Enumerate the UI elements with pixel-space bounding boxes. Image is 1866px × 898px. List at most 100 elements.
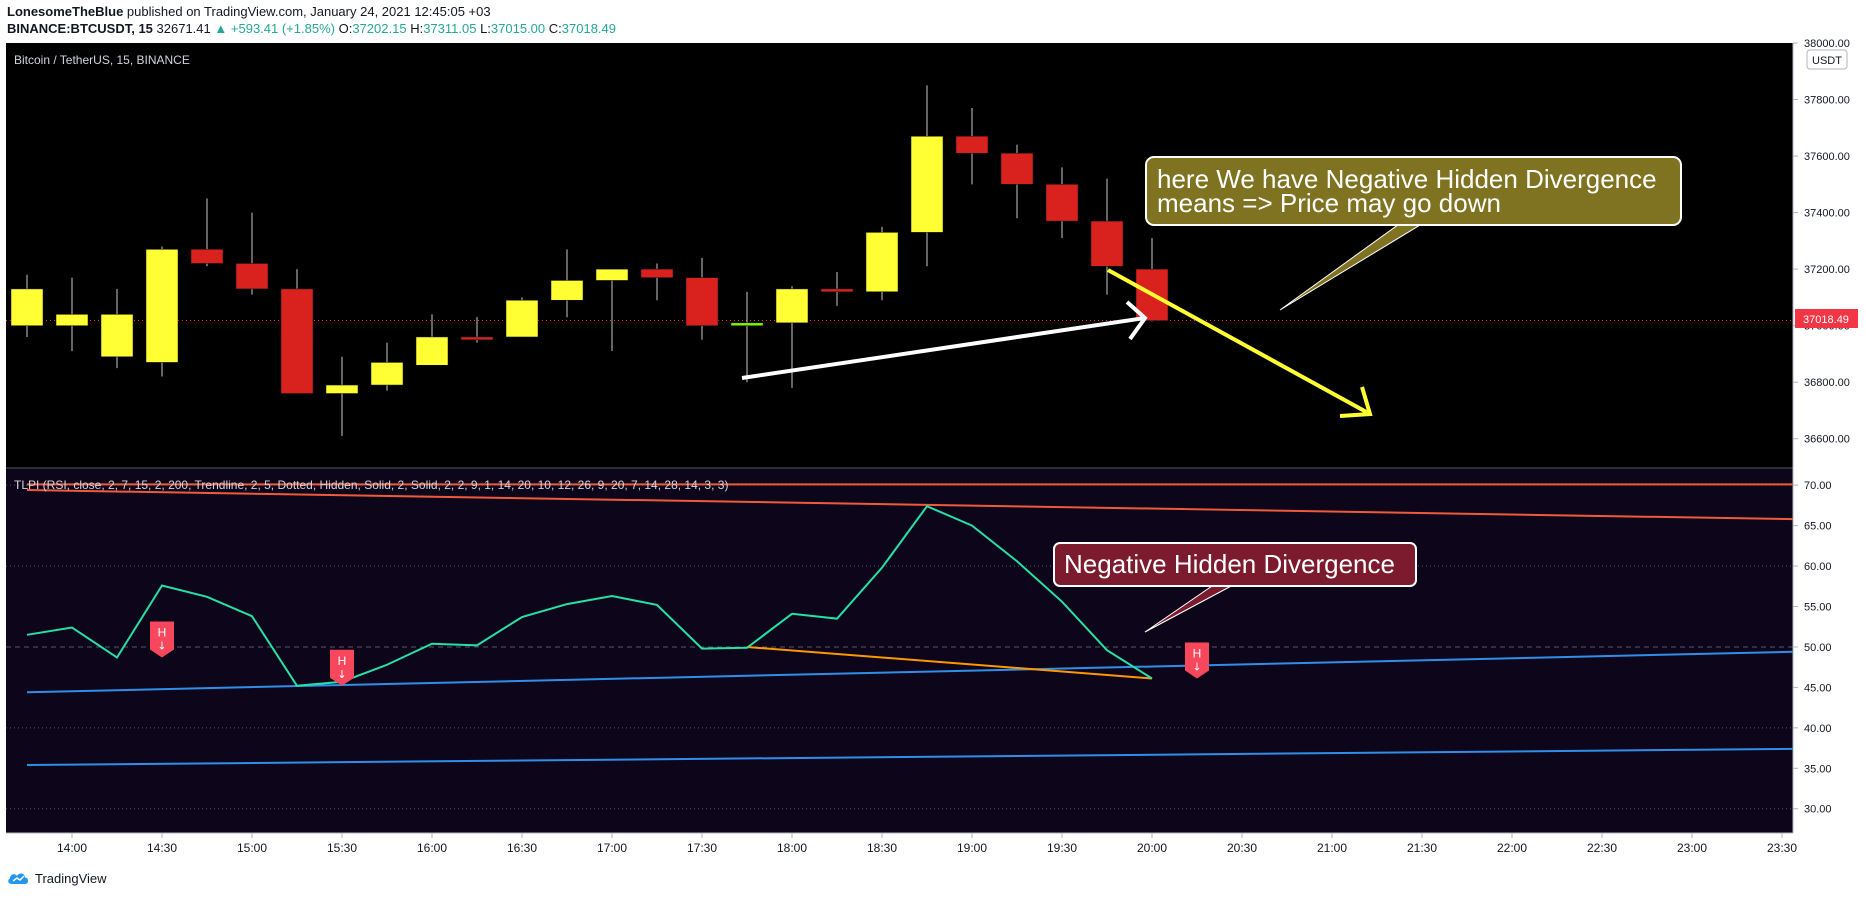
tradingview-logo[interactable]: TradingView <box>6 870 107 886</box>
candle-body <box>370 362 404 386</box>
rsi-series-line <box>26 504 1153 687</box>
time-tick-label: 23:00 <box>1677 841 1707 855</box>
candle-body <box>145 249 179 363</box>
currency-badge[interactable] <box>1806 49 1848 70</box>
candle <box>910 85 944 267</box>
candle <box>10 274 44 337</box>
marker-label: H <box>1193 647 1202 661</box>
time-tick-label: 15:00 <box>237 841 267 855</box>
candle <box>955 108 989 185</box>
price-tick-label: 38000.00 <box>1804 38 1850 50</box>
price-pane-title: Bitcoin / TetherUS, 15, BINANCE <box>14 53 190 67</box>
candle-body <box>235 263 269 290</box>
candle <box>370 342 404 391</box>
white-trend-arrow <box>741 300 1148 380</box>
marker-shape <box>330 649 354 686</box>
publish-text: published on TradingView.com, January 24… <box>126 4 491 19</box>
marker-label: H <box>158 625 167 639</box>
candle-body <box>595 268 629 281</box>
symbol-label: BINANCE:BTCUSDT, 15 <box>7 21 153 36</box>
time-tick-label: 14:30 <box>147 841 177 855</box>
candle <box>235 212 269 295</box>
indicator-tick-label: 30.00 <box>1804 804 1832 816</box>
rsi-callout-box <box>1053 542 1417 587</box>
last-price-badge <box>1795 309 1858 328</box>
change-value: +593.41 (+1.85%) <box>230 21 335 36</box>
candle-body <box>775 288 809 324</box>
open-label: O: <box>338 21 353 36</box>
candle-body <box>955 136 989 154</box>
last-value: 32671.41 <box>156 21 211 36</box>
time-tick-label: 21:00 <box>1317 841 1347 855</box>
marker-shape <box>150 621 174 658</box>
candle-body <box>1090 220 1124 267</box>
candle-body <box>325 384 359 394</box>
candle <box>820 271 854 306</box>
tradingview-cloud-icon <box>8 873 28 884</box>
marker-arrow: ↓ <box>157 639 166 652</box>
candle <box>1045 167 1079 239</box>
time-tick-label: 17:30 <box>687 841 717 855</box>
candle-body <box>910 136 944 233</box>
indicator-pane-bg <box>6 469 1793 833</box>
time-tick-label: 21:30 <box>1407 841 1437 855</box>
candle <box>145 246 179 377</box>
tradingview-brand-text: TradingView <box>35 870 107 886</box>
candle <box>775 286 809 388</box>
price-callout-box <box>1145 156 1682 226</box>
price-callout-line-1: here We have Negative Hidden Divergence <box>1157 164 1657 194</box>
candle <box>730 291 764 383</box>
candle <box>595 268 629 352</box>
candle-body <box>550 280 584 301</box>
close-value: 37018.49 <box>561 21 617 36</box>
divergence-marker: H↓ <box>1185 642 1209 679</box>
price-tick-label: 37800.00 <box>1804 95 1850 107</box>
close-label: C: <box>548 21 562 36</box>
indicator-trendlines <box>26 483 1794 767</box>
candle-body <box>460 336 494 341</box>
publish-info: LonesomeTheBlue published on TradingView… <box>7 4 491 19</box>
high-label: H: <box>410 21 424 36</box>
divergence-markers: H↓H↓H↓ <box>150 621 1209 686</box>
indicator-tick-label: 45.00 <box>1804 682 1832 694</box>
indicator-tick-label: 60.00 <box>1804 561 1832 573</box>
indicator-tick-label: 40.00 <box>1804 723 1832 735</box>
marker-arrow: ↓ <box>337 668 346 681</box>
time-tick-label: 19:30 <box>1047 841 1077 855</box>
candle-body <box>820 288 854 292</box>
divergence-marker: H↓ <box>150 621 174 658</box>
candle-body <box>685 277 719 326</box>
price-tick-label: 37400.00 <box>1804 208 1850 220</box>
candle <box>1090 178 1124 295</box>
candle <box>460 317 494 343</box>
open-value: 37202.15 <box>352 21 407 36</box>
candle-body <box>55 314 89 326</box>
candle-body <box>730 322 764 326</box>
candle <box>865 226 899 301</box>
indicator-tick-label: 65.00 <box>1804 521 1832 533</box>
rsi-callout-text: Negative Hidden Divergence <box>1064 549 1395 579</box>
change-arrow: ▲ <box>214 21 228 36</box>
time-tick-label: 19:00 <box>957 841 987 855</box>
price-axis-bg <box>1793 43 1866 833</box>
chart-canvas[interactable]: 38000.00 37800.00 37600.00 37400.00 37200.00… <box>0 0 1866 866</box>
time-tick-label: 18:00 <box>777 841 807 855</box>
indicator-pane-title: TLPI (RSI, close, 2, 7, 15, 2, 200, Tren… <box>14 478 728 492</box>
candle <box>415 314 449 366</box>
candle-body <box>415 336 449 366</box>
candle <box>550 249 584 318</box>
price-callout-line-2: means => Price may go down <box>1157 188 1501 218</box>
time-tick-label: 23:30 <box>1767 841 1797 855</box>
indicator-trendline <box>26 489 1794 521</box>
author-name[interactable]: LonesomeTheBlue <box>7 4 124 19</box>
yellow-down-arrow <box>1107 268 1373 418</box>
candle-body <box>865 232 899 292</box>
price-tick-label: 37600.00 <box>1804 151 1850 163</box>
ohlc-bar: BINANCE:BTCUSDT, 15 32671.41 ▲ +593.41 (… <box>7 21 616 36</box>
candle <box>1000 144 1034 219</box>
candle-body <box>1000 152 1034 185</box>
candle <box>190 198 224 267</box>
candle-body <box>10 288 44 326</box>
candle <box>685 257 719 340</box>
candle <box>55 277 89 352</box>
